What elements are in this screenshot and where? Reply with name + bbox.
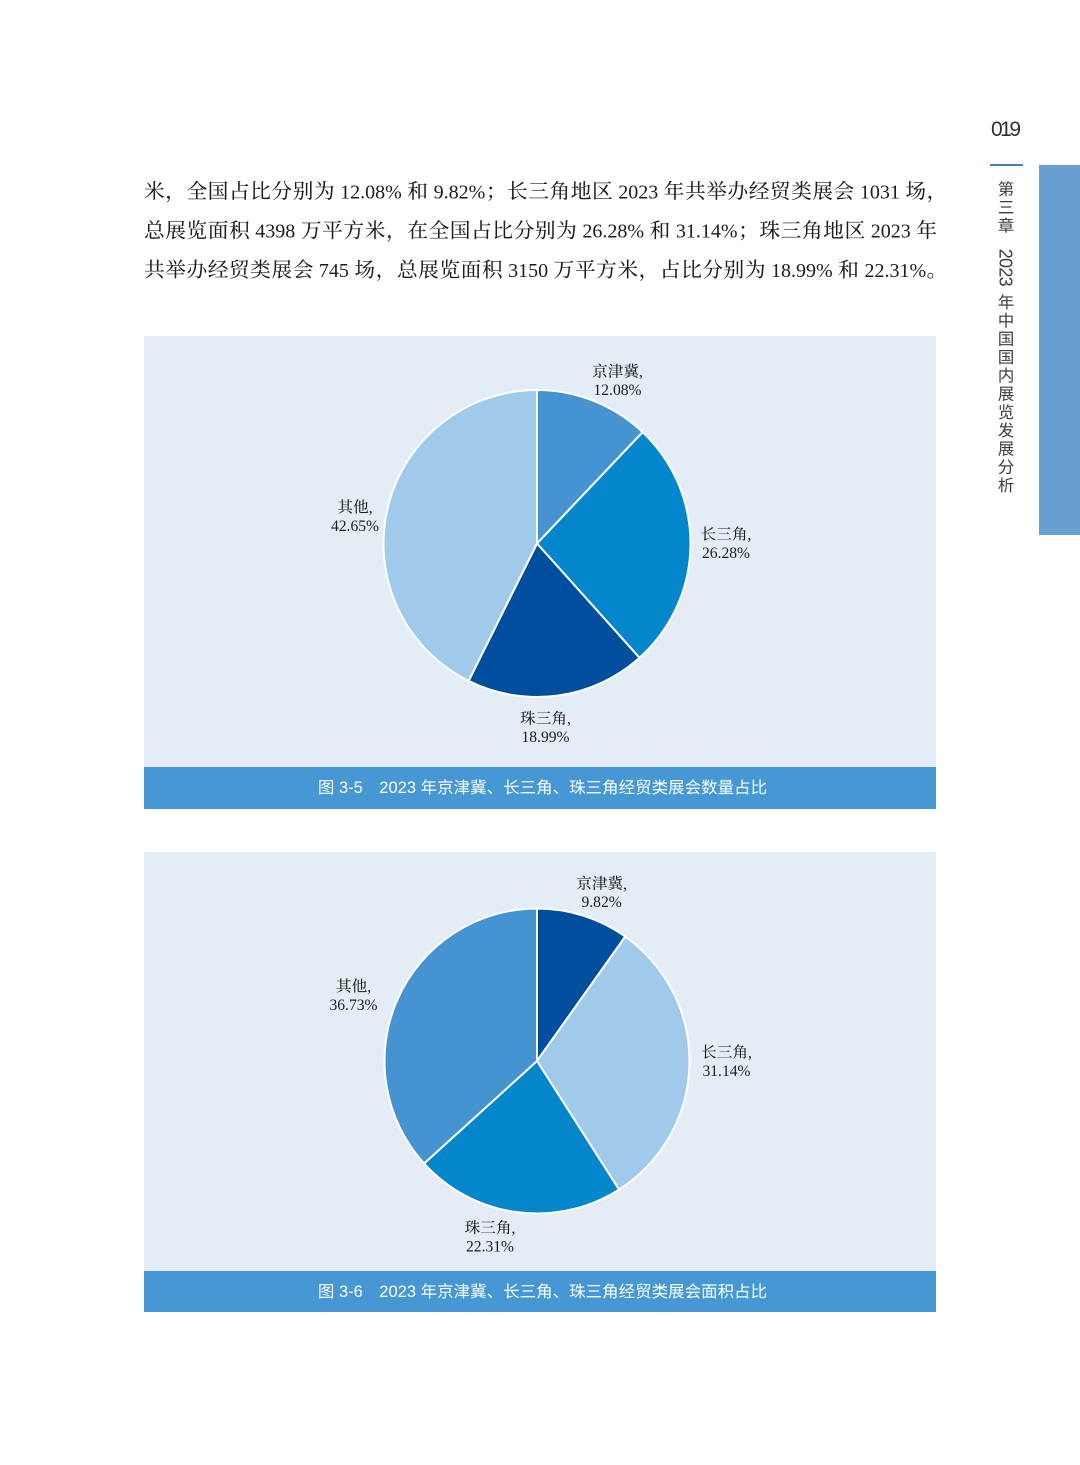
svg-text:2023: 2023 — [996, 249, 1016, 287]
svg-text:,: , — [748, 527, 752, 544]
svg-text:2023: 2023 — [871, 221, 911, 243]
svg-text:31.14%: 31.14% — [676, 221, 738, 243]
svg-text:22.31%: 22.31% — [466, 1238, 514, 1255]
svg-text:,: , — [623, 876, 627, 893]
svg-text:3-6: 3-6 — [339, 1283, 363, 1301]
svg-text:2023: 2023 — [379, 779, 416, 797]
svg-text:42.65%: 42.65% — [331, 518, 379, 535]
svg-text:2023: 2023 — [379, 1283, 416, 1301]
svg-text:,: , — [512, 1220, 516, 1237]
svg-text:,: , — [639, 364, 643, 381]
svg-text:745: 745 — [319, 260, 349, 282]
svg-text:1031: 1031 — [860, 181, 900, 203]
svg-text:019: 019 — [991, 118, 1021, 141]
svg-text:9.82%: 9.82% — [434, 181, 486, 203]
svg-text:3-5: 3-5 — [339, 779, 363, 797]
svg-text:31.14%: 31.14% — [702, 1063, 750, 1080]
svg-text:12.08%: 12.08% — [340, 181, 402, 203]
svg-text:,: , — [369, 499, 373, 516]
svg-text:4398: 4398 — [255, 221, 295, 243]
svg-text:26.28%: 26.28% — [582, 221, 644, 243]
svg-text:,: , — [748, 1045, 752, 1062]
svg-text:3150: 3150 — [508, 260, 548, 282]
svg-text:18.99%: 18.99% — [521, 729, 569, 746]
svg-text:9.82%: 9.82% — [581, 894, 621, 911]
svg-text:22.31%: 22.31% — [865, 260, 927, 282]
svg-text:26.28%: 26.28% — [702, 545, 750, 562]
svg-text:18.99%: 18.99% — [771, 260, 833, 282]
svg-text:,: , — [567, 711, 571, 728]
svg-text:,: , — [367, 979, 371, 996]
svg-text:12.08%: 12.08% — [593, 382, 641, 399]
svg-text:2023: 2023 — [618, 181, 658, 203]
svg-text:36.73%: 36.73% — [329, 997, 377, 1014]
